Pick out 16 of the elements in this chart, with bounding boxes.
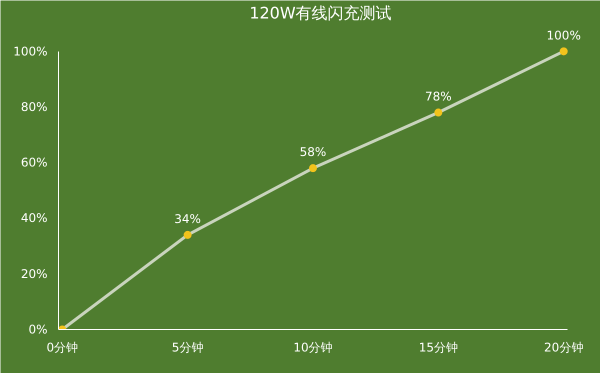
y-tick-label: 20% <box>20 266 48 281</box>
chart-title: 120W有线闪充测试 <box>249 4 392 22</box>
y-tick-label: 100% <box>13 44 48 58</box>
data-label: 78% <box>425 90 452 104</box>
x-tick-label: 20分钟 <box>544 340 584 354</box>
y-tick-label: 60% <box>20 156 48 170</box>
x-tick-label: 0分钟 <box>46 340 78 354</box>
data-label: 58% <box>300 145 326 160</box>
x-tick-label: 10分钟 <box>293 340 333 354</box>
data-label: 34% <box>174 212 201 226</box>
x-tick-label: 15分钟 <box>418 340 458 354</box>
y-tick-label: 40% <box>20 211 48 226</box>
x-tick-label: 5分钟 <box>172 340 204 354</box>
data-label: 100% <box>546 28 581 42</box>
y-tick-label: 0% <box>28 322 48 336</box>
y-tick-label: 80% <box>20 100 48 114</box>
